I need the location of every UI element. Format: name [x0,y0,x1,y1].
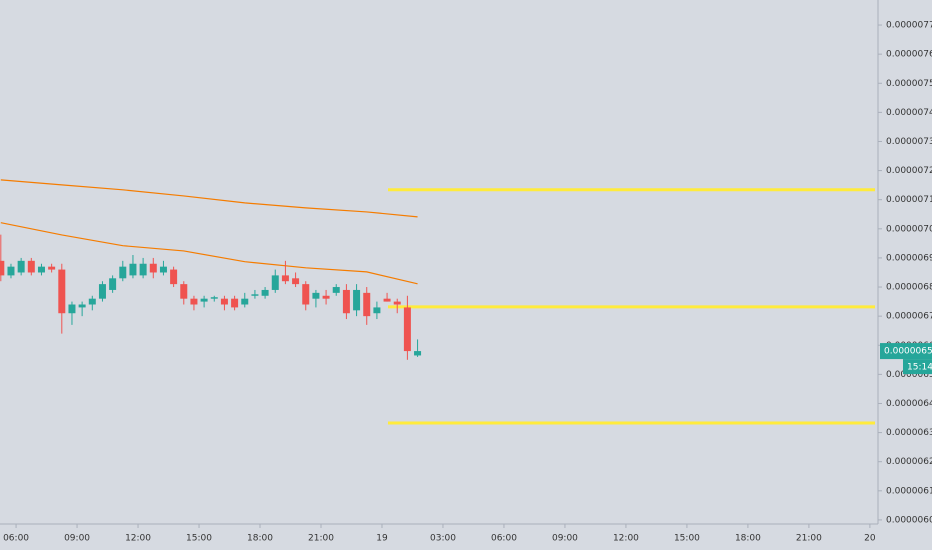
candle-body [302,284,310,305]
candle-body [383,298,391,302]
countdown-box [903,359,932,375]
x-tick-label: 09:00 [64,534,90,544]
x-tick-label: 19 [376,534,388,544]
candle-body [88,298,96,305]
candle-body [98,284,106,299]
candle-body [27,260,35,273]
candle-body [231,298,239,308]
candle-body [139,263,147,276]
candle-body [220,298,228,305]
candle-body [271,275,279,290]
x-tick-label: 09:00 [552,534,578,544]
candle-body [180,284,188,299]
x-tick-label: 06:00 [491,534,517,544]
x-tick-label: 12:00 [613,534,639,544]
candle-body [373,307,381,314]
candle-body [159,266,167,273]
candle-body [403,307,411,352]
candle-body [7,266,15,276]
x-tick-label: 21:00 [308,534,334,544]
moving-average [0,222,418,285]
candle-body [170,269,178,285]
candle-body [68,304,76,314]
candle-body [241,298,249,305]
x-tick-label: 12:00 [125,534,151,544]
x-tick-label: 06:00 [3,534,29,544]
candle-body [200,298,208,302]
last-price-box [880,343,932,360]
candle-body [342,289,350,314]
candle-body [37,266,45,273]
x-tick-label: 21:00 [796,534,822,544]
x-tick-label: 15:00 [674,534,700,544]
candle-body [48,266,56,270]
candle-body [414,351,422,356]
x-tick-label: 18:00 [735,534,761,544]
candle-body [292,278,300,285]
candle-body [312,292,320,299]
candle-body [129,263,137,276]
candle-body [210,297,218,299]
moving-average [0,179,418,218]
candle-body [281,275,289,282]
candle-body [363,292,371,317]
x-tick-label: 20 [864,534,876,544]
candle-body [109,278,117,290]
x-tick-label: 18:00 [247,534,273,544]
candle-body [393,301,401,305]
candle-body [190,298,198,305]
candle-body [149,263,157,273]
last-price-label: 0.00000658 [884,347,932,357]
countdown-label: 15:14 [907,363,932,373]
candle-body [119,266,127,279]
candle-body [261,289,269,296]
candle-body [58,269,66,314]
candle-body [332,287,340,293]
candle-body [353,289,361,311]
x-tick-label: 03:00 [430,534,456,544]
candle-body [251,294,259,296]
x-tick-label: 15:00 [186,534,212,544]
candle-body [0,260,5,276]
candle-body [78,304,86,308]
candle-body [322,295,330,299]
candle-body [17,260,25,273]
